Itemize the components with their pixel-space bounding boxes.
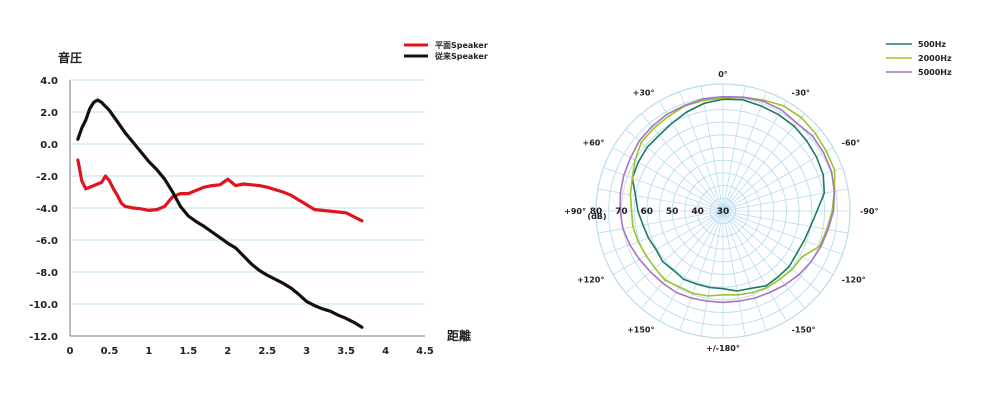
polar-spoke [722, 91, 767, 212]
line-chart-grid [70, 79, 425, 305]
y-tick-label: -8.0 [36, 268, 58, 279]
polar-ring-label: 30 [717, 207, 730, 217]
polar-spoke [722, 210, 805, 309]
polar-spoke [722, 210, 834, 275]
polar-angle-label: -120° [842, 276, 866, 285]
polar-spoke [722, 210, 843, 255]
y-tick-label: -2.0 [36, 172, 58, 183]
polar-angle-label: -30° [792, 88, 810, 97]
polar-angle-label: +90° [564, 207, 586, 216]
y-tick-label: -10.0 [29, 300, 58, 311]
x-tick-label: 2.5 [258, 346, 276, 357]
series-line-flat-speaker [76, 158, 364, 223]
series-line-conventional-speaker [76, 98, 364, 329]
polar-spoke [612, 210, 724, 275]
y-tick-label: -4.0 [36, 204, 58, 215]
polar-angle-labels: 0° -30° -60° -90° -120° -150° +/-180° +150° +120… [564, 70, 878, 353]
polar-angle-label: -150° [792, 326, 816, 335]
polar-angle-label: +120° [577, 276, 604, 285]
x-tick-label: 4.5 [416, 346, 434, 357]
x-tick-label: 0.5 [101, 346, 119, 357]
polar-ring-label: 50 [666, 207, 679, 217]
polar-spoke [722, 210, 787, 322]
polar-spoke [641, 113, 724, 212]
legend-label-conventional-speaker: 従来Speaker [434, 51, 488, 61]
polar-spoke [597, 210, 724, 234]
polar-angle-label: -60° [842, 139, 860, 148]
polar-chart-legend: 500Hz 2000Hz 5000Hz [886, 40, 952, 77]
polar-spoke [641, 210, 724, 309]
x-tick-label: 4 [382, 346, 389, 357]
y-tick-label: -6.0 [36, 236, 58, 247]
polar-spoke [700, 210, 724, 337]
radial-unit-label: (dB) [587, 212, 606, 221]
y-axis-title: 音圧 [58, 50, 82, 65]
y-tick-label: 0.0 [40, 140, 58, 151]
polar-spoke [722, 210, 767, 331]
line-chart-legend: 平面Speaker 従来Speaker [404, 41, 488, 61]
polar-spoke [722, 210, 821, 293]
polar-angle-label: +150° [627, 326, 654, 335]
polar-series-group [619, 95, 836, 304]
line-chart: 4.0 2.0 0.0 -2.0 -4.0 -6.0 -8.0 -10.0 -12.0 0 0.5… [29, 41, 488, 357]
polar-angle-label: +30° [633, 88, 655, 97]
x-axis-title: 距離 [447, 328, 471, 343]
x-tick-label: 1.5 [179, 346, 197, 357]
polar-spoke [659, 210, 724, 322]
legend-label-5000hz: 5000Hz [918, 68, 952, 77]
x-tick-label: 0 [67, 346, 74, 357]
polar-spoke [722, 129, 821, 212]
line-series-group [76, 98, 364, 329]
polar-ring-label: 40 [691, 207, 704, 217]
legend-label-flat-speaker: 平面Speaker [435, 41, 488, 50]
polar-spoke [659, 100, 724, 212]
polar-angle-label: +/-180° [706, 344, 740, 353]
polar-spoke [722, 147, 834, 212]
polar-spoke [722, 100, 787, 212]
polar-angle-label: -90° [860, 207, 878, 216]
polar-series-2000hz [629, 96, 836, 297]
x-tick-label: 2 [224, 346, 231, 357]
polar-spoke [603, 210, 724, 255]
polar-spoke [597, 188, 724, 212]
polar-spoke [722, 113, 805, 212]
polar-ring-label: 60 [641, 207, 654, 217]
x-tick-labels: 0 0.5 1 1.5 2 2.5 3 3.5 4 4.5 [67, 346, 434, 357]
polar-chart: 0° -30° -60° -90° -120° -150° +/-180° +150° +120… [564, 40, 952, 353]
legend-label-2000hz: 2000Hz [918, 54, 952, 63]
polar-spoke [679, 210, 724, 331]
y-tick-label: 4.0 [40, 76, 58, 87]
polar-spoke [722, 85, 746, 212]
polar-spoke [722, 188, 849, 212]
polar-ring-labels: 80 70 60 50 40 30 [590, 207, 730, 217]
polar-ring-label: 80 [590, 207, 603, 217]
legend-label-500hz: 500Hz [918, 40, 946, 49]
x-tick-label: 3.5 [337, 346, 355, 357]
polar-ring-label: 70 [615, 207, 628, 217]
y-tick-labels: 4.0 2.0 0.0 -2.0 -4.0 -6.0 -8.0 -10.0 -12.0 [29, 76, 58, 343]
x-tick-label: 3 [303, 346, 310, 357]
y-tick-label: 2.0 [40, 108, 58, 119]
polar-series-5000hz [619, 95, 836, 304]
polar-series-500hz [631, 98, 826, 292]
polar-spoke [722, 210, 746, 337]
polar-spoke [612, 147, 724, 212]
polar-spoke [700, 85, 724, 212]
polar-angle-label: +60° [583, 139, 605, 148]
polar-spoke [625, 210, 724, 293]
x-tick-label: 1 [145, 346, 152, 357]
polar-angle-label: 0° [718, 70, 728, 79]
y-tick-label: -12.0 [29, 332, 58, 343]
